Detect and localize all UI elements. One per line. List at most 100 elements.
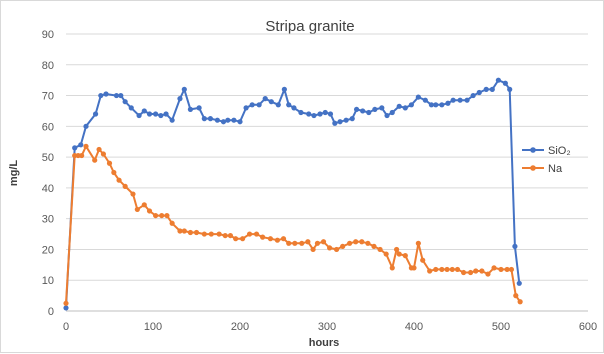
legend: SiO₂ Na — [522, 145, 571, 175]
x-tick-label: 400 — [405, 321, 423, 333]
data-point — [479, 268, 484, 273]
data-point — [237, 119, 242, 124]
data-point — [409, 102, 414, 107]
data-point — [353, 239, 358, 244]
data-point — [458, 98, 463, 103]
data-point — [228, 233, 233, 238]
data-point — [310, 247, 315, 252]
data-point — [340, 244, 345, 249]
data-point — [98, 93, 103, 98]
x-tick-label: 200 — [231, 321, 249, 333]
data-point — [471, 93, 476, 98]
data-point — [135, 207, 140, 212]
data-point — [464, 98, 469, 103]
data-point — [416, 94, 421, 99]
data-point — [372, 107, 377, 112]
data-point — [323, 110, 328, 115]
data-point — [366, 110, 371, 115]
data-point — [477, 90, 482, 95]
data-point — [371, 244, 376, 249]
data-point — [123, 184, 128, 189]
data-point — [299, 241, 304, 246]
data-point — [129, 105, 134, 110]
data-point — [397, 251, 402, 256]
data-point — [328, 111, 333, 116]
y-axis-label: mg/L — [8, 160, 20, 187]
data-point — [403, 105, 408, 110]
data-point — [377, 247, 382, 252]
data-point — [306, 111, 311, 116]
data-point — [188, 230, 193, 235]
data-point — [512, 244, 517, 249]
data-point — [197, 105, 202, 110]
data-point — [350, 116, 355, 121]
data-point — [276, 102, 281, 107]
data-point — [384, 113, 389, 118]
data-point — [130, 191, 135, 196]
data-point — [142, 108, 147, 113]
data-point — [269, 99, 274, 104]
data-point — [439, 267, 444, 272]
y-tick-label: 90 — [42, 29, 54, 41]
data-point — [291, 105, 296, 110]
data-point — [275, 238, 280, 243]
x-tick-label: 0 — [63, 321, 69, 333]
data-point — [208, 116, 213, 121]
data-point — [390, 265, 395, 270]
data-point — [513, 293, 518, 298]
data-point — [286, 102, 291, 107]
data-point — [420, 258, 425, 263]
data-point — [63, 305, 68, 310]
legend-label: SiO₂ — [548, 145, 571, 157]
data-point — [490, 87, 495, 92]
data-point — [327, 245, 332, 250]
data-point — [147, 111, 152, 116]
data-point — [455, 267, 460, 272]
data-point — [498, 267, 503, 272]
y-tick-label: 80 — [42, 60, 54, 72]
data-point — [503, 81, 508, 86]
data-point — [116, 178, 121, 183]
data-point — [403, 253, 408, 258]
data-point — [83, 144, 88, 149]
data-point — [83, 124, 88, 129]
data-point — [517, 281, 522, 286]
data-point — [397, 104, 402, 109]
data-point — [518, 299, 523, 304]
data-point — [439, 102, 444, 107]
data-point — [427, 268, 432, 273]
chart-title: Stripa granite — [265, 18, 354, 35]
y-tick-label: 30 — [42, 214, 54, 226]
data-point — [194, 230, 199, 235]
data-point — [365, 241, 370, 246]
data-point — [282, 87, 287, 92]
data-point — [268, 236, 273, 241]
data-point — [254, 231, 259, 236]
data-point — [93, 111, 98, 116]
data-point — [225, 118, 230, 123]
data-point — [111, 170, 116, 175]
data-point — [444, 267, 449, 272]
data-point — [164, 213, 169, 218]
data-point — [233, 236, 238, 241]
x-axis-ticks: 0 100 200 300 400 500 600 — [63, 321, 597, 333]
data-point — [170, 221, 175, 226]
data-point — [292, 241, 297, 246]
data-point — [209, 231, 214, 236]
data-point — [153, 213, 158, 218]
data-point — [159, 213, 164, 218]
data-point — [298, 110, 303, 115]
data-point — [250, 102, 255, 107]
data-point — [394, 247, 399, 252]
series-layer — [63, 78, 522, 311]
data-point — [223, 233, 228, 238]
y-tick-label: 70 — [42, 91, 54, 103]
data-point — [344, 118, 349, 123]
data-point — [260, 235, 265, 240]
data-point — [63, 301, 68, 306]
data-point — [321, 239, 326, 244]
data-point — [78, 142, 83, 147]
data-point — [92, 158, 97, 163]
data-point — [243, 105, 248, 110]
